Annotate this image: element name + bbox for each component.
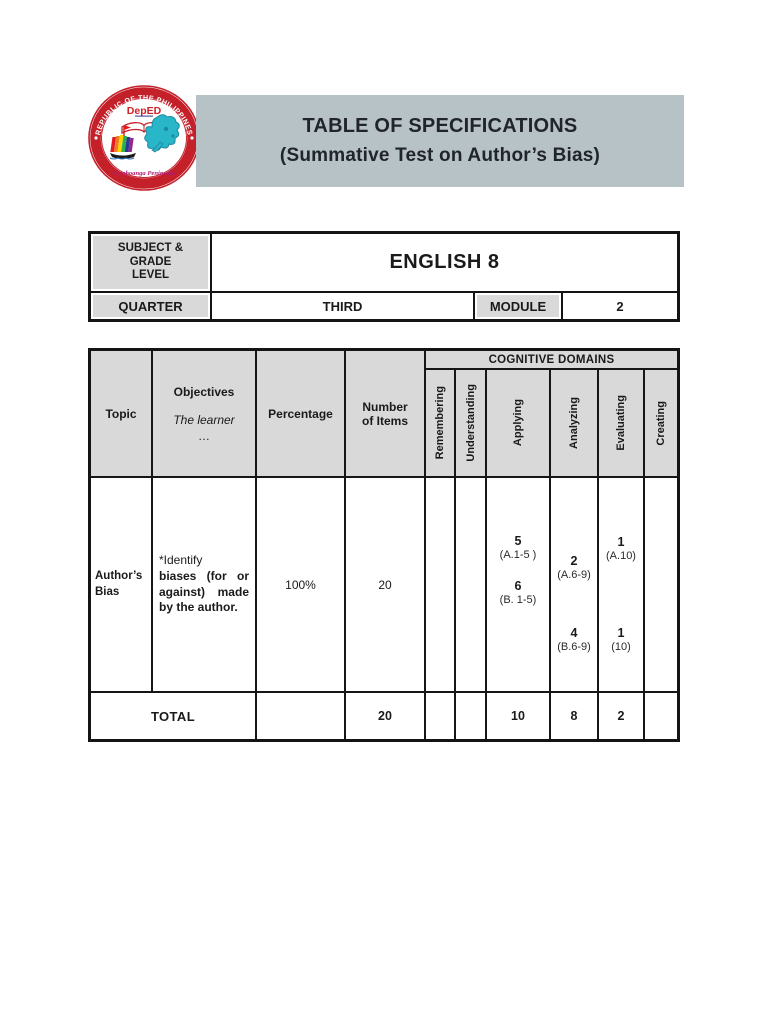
zamboanga-script-label: Zamboanga Peninsula	[112, 170, 175, 177]
row-objectives-cell: *Identify biases (for or against) made b…	[153, 478, 257, 693]
sea-waves	[109, 157, 135, 160]
subject-grade-label-cell: SUBJECT & GRADE LEVEL	[91, 234, 212, 293]
quarter-label-cell: QUARTER	[91, 293, 212, 319]
header-domain-analyzing: Analyzing	[551, 370, 599, 478]
region-map	[144, 114, 180, 153]
evaluating-entry-1: 1 (A.10)	[606, 535, 636, 562]
deped-seal-logo: REPUBLIC OF THE PHILIPPINES DEPARTMENT O…	[88, 85, 200, 191]
row-items-cell: 20	[346, 478, 426, 693]
total-remembering-cell	[426, 693, 456, 739]
row-creating-cell	[645, 478, 677, 693]
title-banner: TABLE OF SPECIFICATIONS (Summative Test …	[196, 95, 684, 187]
vinta-flag	[124, 125, 131, 130]
header-domain-evaluating: Evaluating	[599, 370, 645, 478]
document-subtitle: (Summative Test on Author’s Bias)	[279, 145, 601, 166]
row-percentage-cell: 100%	[257, 478, 346, 693]
subject-grade-label: SUBJECT & GRADE LEVEL	[93, 236, 208, 289]
total-items-cell: 20	[346, 693, 426, 739]
applying-entry-2: 6 (B. 1-5)	[499, 579, 537, 606]
seal-dot-right	[190, 136, 194, 140]
row-applying-cell: 5 (A.1-5 ) 6 (B. 1-5)	[487, 478, 551, 693]
subject-value-cell: ENGLISH 8	[212, 234, 677, 293]
header-domain-creating: Creating	[645, 370, 677, 478]
header-cognitive-domains: COGNITIVE DOMAINS	[426, 351, 677, 370]
row-evaluating-cell: 1 (A.10) 1 (10)	[599, 478, 645, 693]
region-label: REGION IX	[132, 178, 158, 184]
row-remembering-cell	[426, 478, 456, 693]
total-understanding-cell	[456, 693, 487, 739]
header-domain-applying: Applying	[487, 370, 551, 478]
row-topic-cell: Author’s Bias	[91, 478, 153, 693]
evaluating-entry-2: 1 (10)	[611, 626, 631, 653]
analyzing-entry-2: 4 (B.6-9)	[557, 626, 591, 653]
quarter-value-cell: THIRD	[212, 293, 475, 319]
module-label: MODULE	[477, 295, 559, 317]
seal-dot-left	[94, 136, 98, 140]
total-applying-cell: 10	[487, 693, 551, 739]
header-topic: Topic	[91, 351, 153, 478]
applying-entry-1: 5 (A.1-5 )	[499, 534, 537, 561]
total-evaluating-cell: 2	[599, 693, 645, 739]
vinta-icon	[110, 135, 134, 152]
header-domain-remembering: Remembering	[426, 370, 456, 478]
deped-underline	[135, 115, 153, 117]
subject-info-table: SUBJECT & GRADE LEVEL ENGLISH 8 QUARTER …	[88, 231, 680, 322]
module-value-cell: 2	[616, 298, 624, 314]
total-label-cell: TOTAL	[91, 693, 257, 739]
quarter-label: QUARTER	[93, 295, 208, 317]
header-number-of-items: Number of Items	[346, 351, 426, 478]
row-understanding-cell	[456, 478, 487, 693]
header-domain-understanding: Understanding	[456, 370, 487, 478]
specification-table: Topic Objectives The learner … Percentag…	[88, 348, 680, 742]
module-label-cell: MODULE	[475, 293, 563, 319]
document-title: TABLE OF SPECIFICATIONS	[302, 115, 578, 137]
header-percentage: Percentage	[257, 351, 346, 478]
deped-wordmark: DepED	[127, 105, 162, 117]
total-creating-cell	[645, 693, 677, 739]
total-percentage-cell	[257, 693, 346, 739]
vinta-hull	[110, 153, 136, 159]
total-analyzing-cell: 8	[551, 693, 599, 739]
header-objectives: Objectives The learner …	[153, 351, 257, 478]
row-analyzing-cell: 2 (A.6-9) 4 (B.6-9)	[551, 478, 599, 693]
analyzing-entry-1: 2 (A.6-9)	[557, 554, 591, 581]
